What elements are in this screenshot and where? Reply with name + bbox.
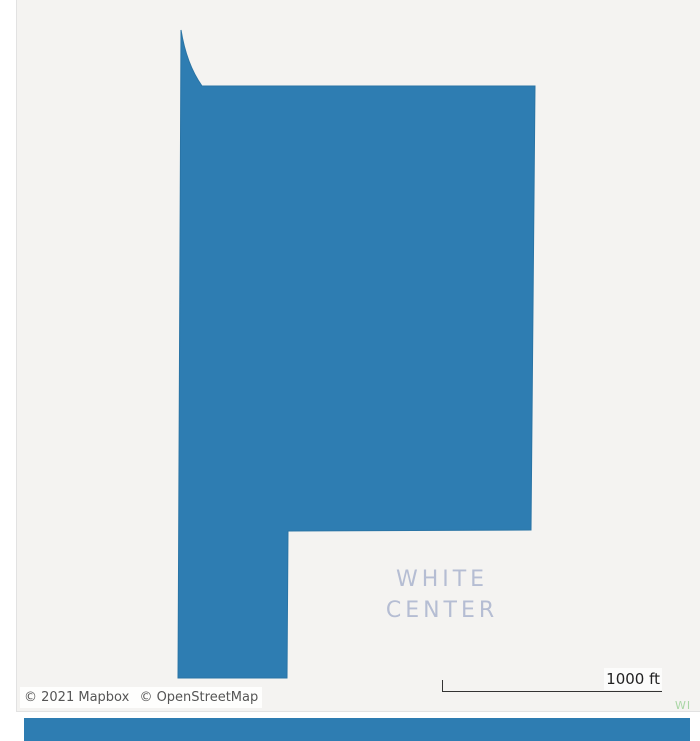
place-label-line-1: WHITE	[395, 567, 489, 592]
mapbox-attribution-link[interactable]: © 2021 Mapbox	[24, 690, 130, 705]
osm-attribution-link[interactable]: © OpenStreetMap	[139, 690, 259, 705]
partial-place-label: WI	[675, 699, 692, 712]
next-region-preview	[24, 718, 690, 741]
selected-region-polygon[interactable]	[177, 29, 536, 679]
scale-bar-line	[442, 680, 662, 692]
scale-bar-label: 1000 ft	[604, 668, 662, 690]
place-label-line-2: CENTER	[385, 598, 499, 623]
scale-bar: 1000 ft	[442, 668, 662, 692]
place-label-white-center: WHITE CENTER	[357, 564, 527, 626]
map-attribution: © 2021 Mapbox © OpenStreetMap	[20, 687, 263, 708]
map-canvas	[177, 29, 536, 679]
map-viewport[interactable]: WHITE CENTER WI	[16, 0, 700, 712]
